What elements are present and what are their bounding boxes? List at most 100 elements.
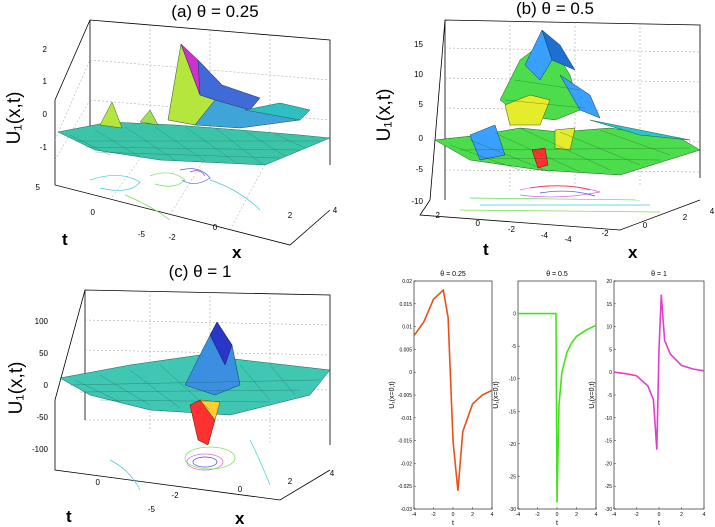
y-tick-label: -0.005: [398, 393, 412, 399]
line-plot-d3: θ = 1-4 -2 0 2 420151050-5-10-15-20-25-30tU₁…: [589, 271, 706, 527]
x-tick-label: 0: [658, 512, 661, 518]
line-plot-title: θ = 0.25: [440, 271, 466, 278]
line-plot-title: θ = 0.5: [546, 271, 568, 278]
y-tick-label: -20: [605, 461, 612, 467]
series-line: [613, 294, 705, 450]
y-tick-label: -20: [509, 442, 516, 448]
line-plot-ylabel: U₁(x=0,t): [389, 381, 396, 408]
line-plot-d2: θ = 0.5-4 -2 0 2 40-5-10-15-20-25-30tU₁(x=0,…: [493, 271, 598, 527]
x-tick-label: -2: [535, 512, 540, 518]
line-plot-ylabel: U₁(x=0,t): [589, 381, 596, 408]
panel-c-title: (c) θ = 1: [169, 262, 232, 281]
panel-c-surface: [59, 321, 331, 446]
panel-c-xt0: -2: [171, 491, 179, 500]
panel-a-zt2: 0: [43, 110, 48, 119]
panel-c-tlabel: t: [66, 507, 72, 526]
y-tick-label: 15: [606, 302, 612, 308]
panel-a-xlabel: x: [232, 243, 242, 262]
x-tick-label: 0: [452, 512, 455, 518]
panel-a-contours: [89, 168, 261, 221]
panel-a-zt0: 2: [43, 45, 48, 54]
y-tick-label: 0: [513, 312, 516, 318]
panel-a-zt1: 1: [43, 77, 48, 86]
y-tick-label: -30: [605, 507, 612, 513]
line-plot-d1: θ = 0.25 -4 -2 0 2 4 0.02 0.015 0.01 0.005 0 -0.005…: [389, 271, 494, 527]
panel-b-tlabel: t: [483, 240, 489, 259]
series-line: [518, 312, 597, 503]
panel-b-xt3: 2: [683, 213, 688, 222]
panel-b-surface: [434, 29, 701, 176]
panel-a-xt0: -2: [168, 233, 176, 242]
y-tick-label: -15: [509, 409, 516, 415]
panel-a-zt3: -1: [40, 143, 48, 152]
x-tick-label: 4: [491, 512, 494, 518]
panel-b-xt2: 0: [643, 221, 648, 230]
y-tick-label: 0: [409, 370, 412, 376]
panel-a-xt1: 0: [213, 223, 218, 232]
x-tick-label: -4: [516, 512, 521, 518]
y-tick-label: -10: [605, 416, 612, 422]
panel-a-tlabel: t: [62, 230, 68, 249]
y-tick-label: -0.025: [398, 484, 412, 490]
panel-a-tt2: -5: [138, 230, 146, 239]
x-tick-label: 2: [680, 512, 683, 518]
x-tick-label: -2: [634, 512, 639, 518]
panel-b-tt2: -2: [508, 225, 516, 234]
line-plot-frame: [413, 280, 493, 510]
panel-c-xt1: 0: [238, 485, 243, 494]
panel-a-surface: [57, 43, 331, 166]
panel-b-tt3: -4: [541, 231, 549, 240]
y-tick-label: -10: [509, 377, 516, 383]
y-tick-label: 0.01: [402, 325, 412, 331]
line-plot-xlabel: t: [658, 520, 660, 527]
x-tick-label: -4: [612, 512, 617, 518]
panel-b-xt1: -2: [601, 229, 609, 238]
panel-a-xt2: 2: [288, 211, 293, 220]
series-line: [413, 288, 493, 491]
panel-b-zlabel: U₁(x,t): [374, 89, 395, 142]
y-tick-label: 20: [606, 279, 612, 285]
x-tick-label: 2: [575, 512, 578, 518]
panel-c-xt3: 4: [330, 469, 335, 478]
panel-c-zt0: 100: [35, 317, 49, 326]
panel-c-zlabel: U₁(x,t): [6, 362, 27, 415]
panel-c: (c) θ = 1: [6, 262, 335, 527]
panel-b-xt4: 4: [710, 207, 715, 216]
panel-b-xlabel: x: [628, 243, 638, 262]
panel-b-zt1: 10: [414, 70, 423, 79]
y-tick-label: -5: [512, 344, 517, 350]
line-plot-frame: [613, 280, 705, 510]
panel-b-zt2: 5: [419, 100, 424, 109]
y-tick-label: 0.02: [402, 279, 412, 285]
y-tick-label: -0.03: [401, 507, 413, 513]
panel-b-xt0: -4: [564, 235, 572, 244]
x-tick-label: 0: [556, 512, 559, 518]
panel-b: (b) θ = 0.5: [374, 0, 715, 262]
panel-c-zt1: 50: [39, 349, 48, 358]
panel-a-zlabel: U₁(x,t): [4, 92, 25, 145]
panel-b-zt4: -5: [416, 165, 424, 174]
y-tick-label: -0.015: [398, 439, 412, 445]
panel-a: (a) θ = 0.25: [4, 2, 338, 262]
y-tick-label: 0.015: [399, 302, 412, 308]
y-tick-label: -0.01: [401, 416, 413, 422]
x-tick-label: 2: [471, 512, 474, 518]
y-tick-label: 0: [609, 370, 612, 376]
panel-c-zt2: 0: [44, 381, 49, 390]
panel-c-xlabel: x: [235, 509, 245, 527]
x-tick-label: -2: [431, 512, 436, 518]
panel-a-tt0: 5: [36, 183, 41, 192]
y-tick-label: -5: [608, 393, 613, 399]
panel-c-contours: [109, 439, 271, 491]
y-tick-label: 5: [609, 347, 612, 353]
y-tick-label: -25: [509, 474, 516, 480]
panel-b-tt1: 0: [476, 219, 481, 228]
panel-c-tt0: 0: [96, 478, 101, 487]
panel-c-zt3: -50: [36, 413, 48, 422]
line-plot-xlabel: t: [556, 520, 558, 527]
y-tick-label: -30: [509, 507, 516, 513]
y-tick-label: -15: [605, 439, 612, 445]
y-tick-label: 10: [606, 325, 612, 331]
line-plot-xlabel: t: [452, 520, 454, 527]
panel-c-tt1: -5: [148, 505, 156, 514]
